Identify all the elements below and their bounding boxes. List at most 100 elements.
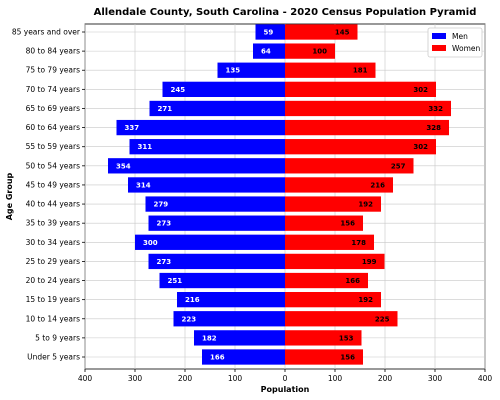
bar-men-12 <box>116 119 285 136</box>
bar-women-15 <box>285 62 376 78</box>
bar-label-women-12: 328 <box>426 124 441 132</box>
legend-swatch-men <box>432 33 446 39</box>
bar-label-men-13: 271 <box>158 105 173 113</box>
legend: Men Women <box>427 27 483 58</box>
bar-label-men-12: 337 <box>125 124 140 132</box>
bar-men-9 <box>128 177 285 193</box>
bar-women-6 <box>285 234 374 250</box>
bar-women-7 <box>285 215 363 231</box>
y-tick-label-11: 55 to 59 years <box>26 142 81 151</box>
bar-women-16 <box>285 43 335 59</box>
y-tick-label-5: 25 to 29 years <box>26 257 81 266</box>
bar-label-women-4: 166 <box>345 277 360 285</box>
bar-label-men-1: 182 <box>202 334 217 342</box>
bar-label-women-14: 302 <box>413 86 428 94</box>
y-tick-label-1: 5 to 9 years <box>35 333 80 342</box>
y-tick-label-14: 70 to 74 years <box>26 85 81 94</box>
y-tick-label-3: 15 to 19 years <box>26 295 81 304</box>
bar-label-women-15: 181 <box>353 67 368 75</box>
bar-men-16 <box>253 43 285 59</box>
bar-label-men-16: 64 <box>261 48 271 56</box>
bar-men-7 <box>148 215 285 231</box>
bar-women-8 <box>285 196 381 212</box>
bar-label-men-7: 273 <box>157 220 172 228</box>
x-tick-label-5: 100 <box>328 374 343 383</box>
bar-label-men-6: 300 <box>143 239 158 247</box>
y-tick-label-7: 35 to 39 years <box>26 219 81 228</box>
bar-label-women-8: 192 <box>358 201 373 209</box>
x-tick-label-2: 200 <box>178 374 193 383</box>
bar-men-6 <box>135 234 285 250</box>
bar-label-men-2: 223 <box>182 315 197 323</box>
y-tick-label-15: 75 to 79 years <box>26 66 81 75</box>
y-tick-label-0: Under 5 years <box>27 353 80 362</box>
bar-women-4 <box>285 272 368 289</box>
x-tick-label-7: 300 <box>428 374 443 383</box>
x-tick-label-4: 0 <box>283 374 288 383</box>
x-axis-label: Population <box>261 385 310 394</box>
x-axis-ticks: 400 300 200 100 0 100 200 300 400 <box>78 369 492 383</box>
bar-label-women-5: 199 <box>362 258 377 266</box>
bar-label-men-14: 245 <box>171 86 186 94</box>
bar-women-1 <box>285 330 362 346</box>
y-tick-label-16: 80 to 84 years <box>26 47 81 56</box>
legend-label-men: Men <box>452 32 468 41</box>
bar-label-men-15: 135 <box>226 67 241 75</box>
bar-label-women-0: 156 <box>340 354 355 362</box>
bar-women-0 <box>285 349 363 365</box>
y-axis-label: Age Group <box>5 172 14 220</box>
y-tick-label-13: 65 to 69 years <box>26 104 81 113</box>
bar-label-men-17: 59 <box>264 29 274 37</box>
x-tick-label-0: 400 <box>78 374 93 383</box>
bar-label-women-7: 156 <box>340 220 355 228</box>
bar-men-17 <box>255 24 285 40</box>
bar-women-11 <box>285 139 436 155</box>
bar-women-13 <box>285 100 451 117</box>
bar-men-2 <box>173 311 285 327</box>
y-tick-label-12: 60 to 64 years <box>26 123 81 132</box>
bar-men-14 <box>162 81 285 97</box>
bar-women-14 <box>285 81 436 97</box>
bar-men-5 <box>148 253 285 270</box>
bars <box>108 24 451 365</box>
bar-women-12 <box>285 119 449 136</box>
bar-men-3 <box>177 292 285 308</box>
bar-label-women-1: 153 <box>339 334 354 342</box>
bar-label-women-13: 332 <box>428 105 443 113</box>
bar-women-5 <box>285 253 385 270</box>
bar-men-8 <box>145 196 285 212</box>
bar-women-17 <box>285 24 358 40</box>
x-tick-label-6: 200 <box>378 374 393 383</box>
chart-title: Allendale County, South Carolina - 2020 … <box>94 7 477 18</box>
bar-men-10 <box>108 158 285 174</box>
bar-label-women-9: 216 <box>370 181 385 189</box>
bar-men-13 <box>149 100 285 117</box>
bar-men-11 <box>129 139 285 155</box>
bar-label-women-3: 192 <box>358 296 373 304</box>
y-axis-ticks: Under 5 years 5 to 9 years 10 to 14 years 1… <box>12 28 85 362</box>
bar-label-men-11: 311 <box>138 143 153 151</box>
bar-women-2 <box>285 311 398 327</box>
bar-women-10 <box>285 158 414 174</box>
bar-label-women-6: 178 <box>351 239 366 247</box>
bar-label-men-10: 354 <box>116 162 131 170</box>
bar-label-men-9: 314 <box>136 181 151 189</box>
bar-label-men-3: 216 <box>185 296 200 304</box>
x-tick-label-3: 100 <box>228 374 243 383</box>
bar-label-men-8: 279 <box>154 201 169 209</box>
y-tick-label-6: 30 to 34 years <box>26 238 81 247</box>
bar-women-3 <box>285 292 381 308</box>
legend-swatch-women <box>432 45 446 51</box>
bar-men-4 <box>159 272 285 289</box>
bar-men-1 <box>194 330 285 346</box>
bar-label-men-5: 273 <box>157 258 172 266</box>
bar-label-women-11: 302 <box>413 143 428 151</box>
bar-label-women-10: 257 <box>391 162 406 170</box>
bar-women-9 <box>285 177 393 193</box>
bar-label-women-16: 100 <box>312 48 327 56</box>
bar-label-women-17: 145 <box>335 29 350 37</box>
y-tick-label-10: 50 to 54 years <box>26 161 81 170</box>
y-tick-label-8: 40 to 44 years <box>26 200 81 209</box>
y-tick-label-2: 10 to 14 years <box>26 314 81 323</box>
